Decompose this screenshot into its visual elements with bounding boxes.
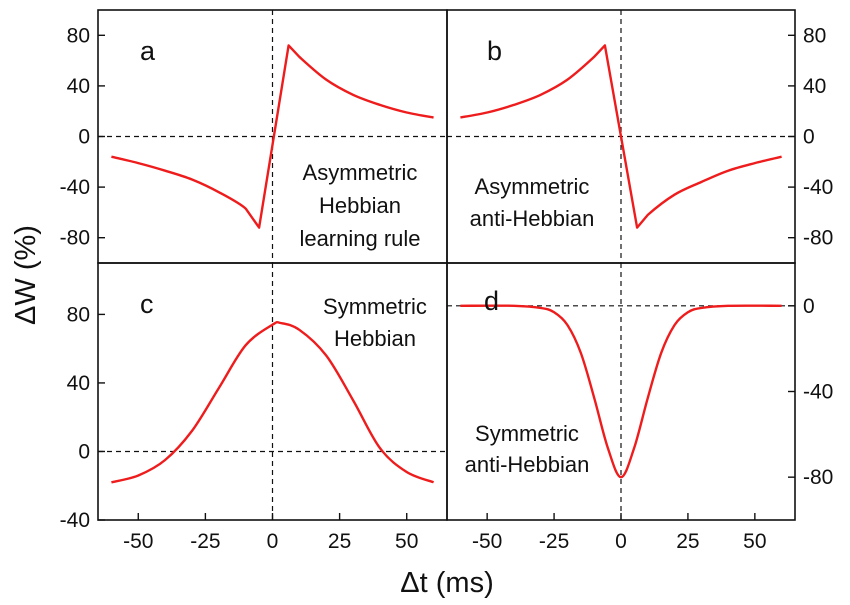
- panel-a-ytick-label: -40: [60, 176, 90, 199]
- panel-b-ytick-label: 0: [803, 126, 815, 149]
- panel-a-series-line: [111, 44, 434, 229]
- panel-d-ytick-label: -40: [803, 381, 833, 404]
- panel-c-xtick-label: 25: [328, 530, 351, 553]
- panel-c-annotation-line: Hebbian: [334, 326, 416, 351]
- panel-a-annotation-line: Hebbian: [319, 193, 401, 218]
- panel-c-xtick-label: 50: [395, 530, 418, 553]
- panel-c: 80 40 0 -40 -50 -25 0 25 50 c Symmetric Hebbian: [60, 262, 448, 553]
- panel-d-xtick-label: 0: [615, 530, 627, 553]
- panel-a-ytick-label: 40: [67, 75, 90, 98]
- panel-c-series-line: [111, 320, 435, 484]
- panel-b-ytick-label: -40: [803, 176, 833, 199]
- panel-d-xtick-label: 25: [676, 530, 699, 553]
- panel-d-ytick-label: 0: [803, 295, 815, 318]
- panel-c-letter: c: [140, 289, 154, 319]
- panel-d-series-line: [460, 304, 782, 479]
- panel-c-ytick-label: 0: [78, 440, 90, 463]
- panel-c-xtick-label: -50: [123, 530, 153, 553]
- panel-b-ytick-label: 80: [803, 24, 826, 47]
- panel-d-letter: d: [484, 286, 499, 316]
- panel-d-xtick-label: -25: [539, 530, 569, 553]
- panel-a-ytick-label: -80: [60, 227, 90, 250]
- panel-c-annotation-line: Symmetric: [323, 294, 427, 319]
- panel-c-ytick-label: 80: [67, 303, 90, 326]
- panel-b-ytick-label: -80: [803, 227, 833, 250]
- y-axis-label: ΔW (%): [10, 225, 42, 325]
- panel-d-ytick-label: -80: [803, 466, 833, 489]
- panel-b: 80 40 0 -40 -80 b Asymmetric anti-Hebbian: [446, 9, 833, 264]
- panels-layer: 80 40 0 -40 -80 a Asymmetric Hebbian learning ru…: [60, 9, 833, 553]
- panel-b-ytick-label: 40: [803, 75, 826, 98]
- panel-c-xtick-label: 0: [267, 530, 279, 553]
- panel-c-xtick-label: -25: [190, 530, 220, 553]
- panel-d: 0 -40 -80 -50 -25 0 25 50 d Symmetric anti-Hebbian: [446, 262, 833, 553]
- panel-b-annotation-line: Asymmetric: [475, 174, 590, 199]
- panel-a: 80 40 0 -40 -80 a Asymmetric Hebbian learning ru…: [60, 9, 448, 264]
- panel-b-letter: b: [487, 36, 502, 66]
- panel-a-annotation-line: Asymmetric: [303, 160, 418, 185]
- x-axis-label: Δt (ms): [400, 567, 493, 599]
- panel-a-annotation-line: learning rule: [299, 226, 420, 251]
- panel-b-annotation-line: anti-Hebbian: [470, 206, 595, 231]
- panel-a-ytick-label: 80: [67, 24, 90, 47]
- panel-d-xtick-label: -50: [472, 530, 502, 553]
- panel-b-series-line: [460, 44, 782, 229]
- panel-d-annotation-line: anti-Hebbian: [465, 452, 590, 477]
- panel-d-annotation-line: Symmetric: [475, 421, 579, 446]
- panel-d-xtick-label: 50: [743, 530, 766, 553]
- panel-a-ytick-label: 0: [78, 126, 90, 149]
- panel-a-letter: a: [140, 36, 156, 66]
- panel-c-ytick-label: 40: [67, 372, 90, 395]
- panel-c-ytick-label: -40: [60, 509, 90, 532]
